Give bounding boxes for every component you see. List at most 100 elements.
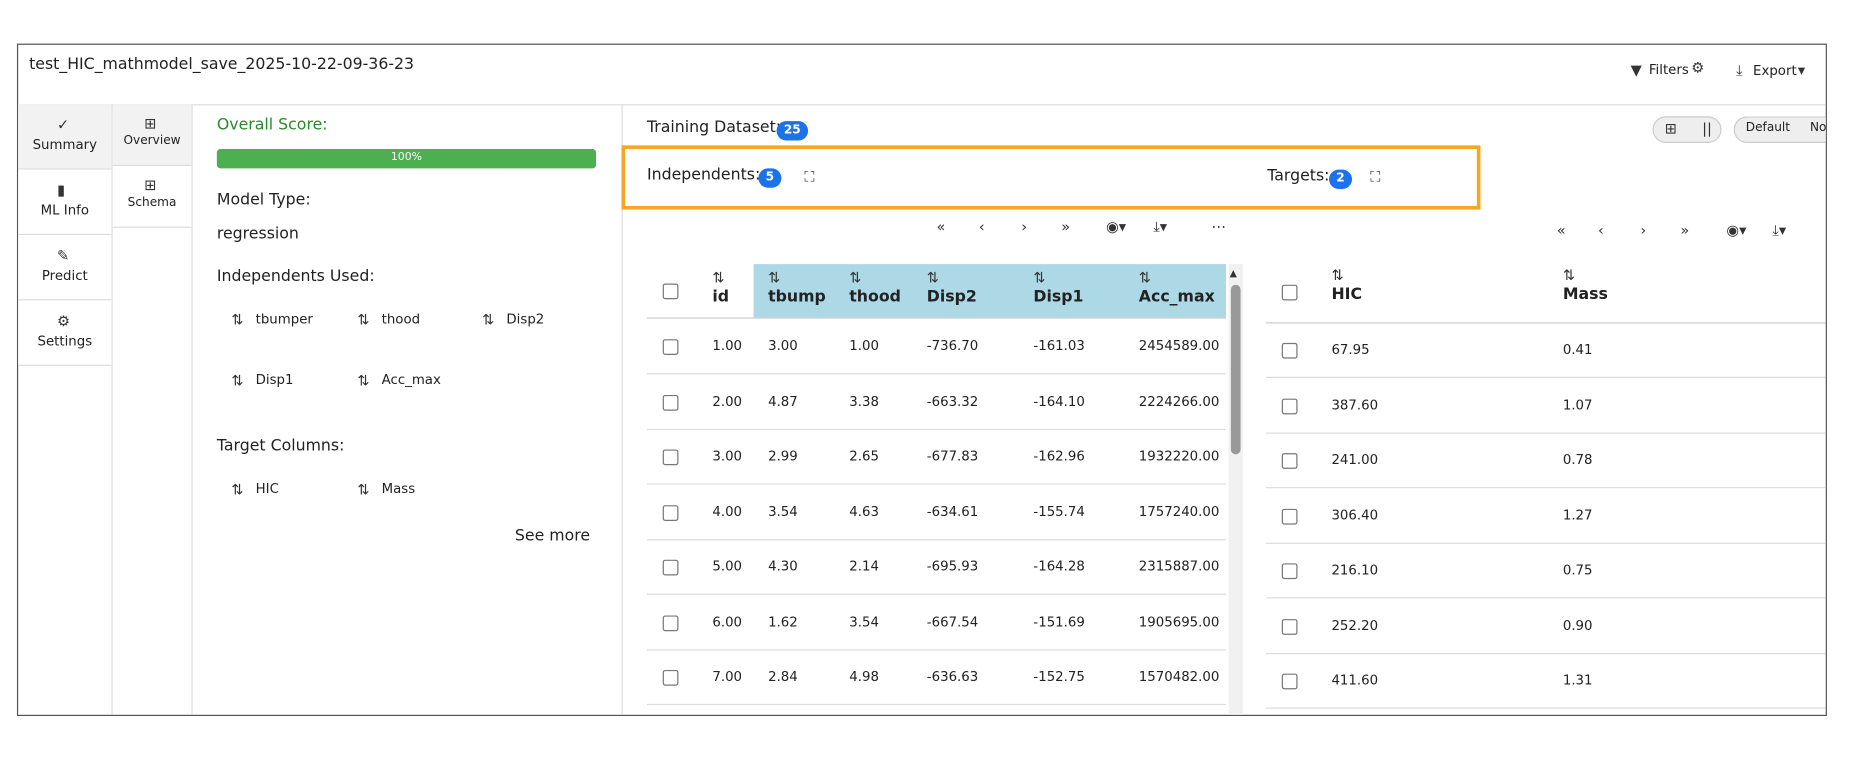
cell: 1.62	[768, 614, 798, 630]
checkbox[interactable]	[663, 670, 679, 686]
column-chip: thood	[382, 311, 420, 327]
caret[interactable]: ▾	[1798, 62, 1805, 79]
sort-icon[interactable]: ⇅	[1331, 267, 1343, 284]
sort-icon: ⇅	[231, 372, 243, 389]
export-icon[interactable]: ⤓	[1736, 62, 1742, 80]
badge: 2	[1329, 170, 1352, 189]
mode-no[interactable]: No	[1810, 121, 1826, 134]
pager-button[interactable]: ›	[1640, 222, 1646, 239]
subnav-tab-label[interactable]: Overview	[113, 134, 192, 147]
cell: 3.38	[849, 393, 879, 409]
cell: 0.90	[1563, 617, 1593, 633]
column-header[interactable]: tbump	[768, 288, 826, 306]
badge: 5	[758, 168, 781, 187]
row-rule	[647, 428, 1226, 429]
subnav-tab-label[interactable]: Schema	[113, 196, 192, 209]
checkbox[interactable]	[1282, 563, 1298, 579]
more-button[interactable]: ⋯	[1212, 218, 1227, 235]
scroll-up[interactable]: ▴	[1230, 264, 1237, 281]
row-rule	[1266, 542, 1826, 543]
pager-button[interactable]: ◉▾	[1726, 222, 1746, 239]
checkbox[interactable]	[663, 505, 679, 521]
divider	[18, 104, 1826, 105]
mode-default[interactable]: Default	[1746, 121, 1790, 134]
tab-icon[interactable]: ⚙	[57, 313, 70, 330]
column-header[interactable]: Disp2	[927, 288, 977, 306]
tab-icon[interactable]: ⊞	[144, 115, 156, 132]
sidebar-tab-label[interactable]: Summary	[18, 137, 111, 153]
column-header[interactable]: id	[712, 288, 729, 306]
expand-icon[interactable]: ⛶	[1370, 168, 1380, 186]
column-header[interactable]: Acc_max	[1139, 288, 1215, 306]
pager-button[interactable]: «	[936, 218, 945, 235]
cell: 1.00	[849, 338, 879, 354]
see-more-link[interactable]: See more	[515, 527, 590, 545]
cell: 4.87	[768, 393, 798, 409]
score-label: Overall Score:	[217, 116, 328, 134]
cell: 1570482.00	[1139, 669, 1220, 685]
checkbox[interactable]	[663, 394, 679, 410]
cell: -736.70	[927, 338, 978, 354]
sort-icon[interactable]: ⇅	[1563, 267, 1575, 284]
checkbox[interactable]	[1282, 453, 1298, 469]
checkbox[interactable]	[663, 615, 679, 631]
pager-button[interactable]: «	[1557, 222, 1566, 239]
col-icon[interactable]: ||	[1702, 120, 1712, 137]
gear-icon[interactable]: ⚙	[1691, 59, 1704, 76]
tab-icon[interactable]: ✓	[57, 116, 69, 133]
export-button[interactable]: Export	[1753, 63, 1797, 79]
checkbox[interactable]	[663, 560, 679, 576]
cell: -677.83	[927, 448, 978, 464]
cell: 67.95	[1331, 342, 1369, 358]
column-header[interactable]: HIC	[1331, 286, 1362, 304]
sort-icon[interactable]: ⇅	[849, 269, 861, 286]
scrollbar-thumb[interactable]	[1231, 285, 1241, 455]
sidebar-tab-label[interactable]: ML Info	[18, 202, 111, 218]
cell: -634.61	[927, 503, 978, 519]
sort-icon[interactable]: ⇅	[1033, 269, 1045, 286]
checkbox[interactable]	[1282, 398, 1298, 414]
checkbox[interactable]	[1282, 285, 1298, 301]
tab-icon[interactable]: ▮	[57, 182, 65, 199]
sort-icon[interactable]: ⇅	[768, 269, 780, 286]
pager-button[interactable]: ‹	[1598, 222, 1604, 239]
badge: 25	[777, 121, 808, 140]
checkbox[interactable]	[1282, 674, 1298, 690]
grid-icon[interactable]: ⊞	[1665, 120, 1677, 137]
pager-button[interactable]: ›	[1021, 218, 1027, 235]
column-header[interactable]: thood	[849, 288, 901, 306]
sort-icon[interactable]: ⇅	[1139, 269, 1151, 286]
cell: 0.78	[1563, 452, 1593, 468]
checkbox[interactable]	[663, 339, 679, 355]
tab-icon[interactable]: ⊞	[144, 177, 156, 194]
checkbox[interactable]	[663, 449, 679, 465]
sort-icon: ⇅	[357, 372, 369, 389]
cell: -164.28	[1033, 559, 1084, 575]
checkbox[interactable]	[663, 283, 679, 299]
page-title: test_HIC_mathmodel_save_2025-10-22-09-36…	[29, 56, 414, 74]
pager-button[interactable]: ‹	[979, 218, 985, 235]
cell: 4.00	[712, 503, 742, 519]
sort-icon: ⇅	[231, 311, 243, 328]
pager-button[interactable]: ⤓▾	[1153, 218, 1167, 236]
column-header[interactable]: Mass	[1563, 286, 1608, 304]
pager-button[interactable]: ⤓▾	[1772, 222, 1786, 240]
pager-button[interactable]: ◉▾	[1106, 218, 1126, 235]
cell: 2224266.00	[1139, 393, 1220, 409]
column-header[interactable]: Disp1	[1033, 288, 1083, 306]
filters-button[interactable]: Filters	[1649, 62, 1689, 78]
tab-icon[interactable]: ✎	[57, 247, 69, 264]
pager-button[interactable]: »	[1061, 218, 1070, 235]
filter-icon[interactable]: ▼	[1631, 62, 1642, 79]
sidebar-tab-label[interactable]: Predict	[18, 268, 111, 284]
checkbox[interactable]	[1282, 508, 1298, 524]
expand-icon[interactable]: ⛶	[804, 168, 814, 186]
sort-icon[interactable]: ⇅	[712, 269, 724, 286]
checkbox[interactable]	[1282, 343, 1298, 359]
pager-button[interactable]: »	[1680, 222, 1689, 239]
row-rule	[647, 594, 1226, 595]
sort-icon[interactable]: ⇅	[927, 269, 939, 286]
cell: 2.65	[849, 448, 879, 464]
checkbox[interactable]	[1282, 618, 1298, 634]
sidebar-tab-label[interactable]: Settings	[18, 333, 111, 349]
